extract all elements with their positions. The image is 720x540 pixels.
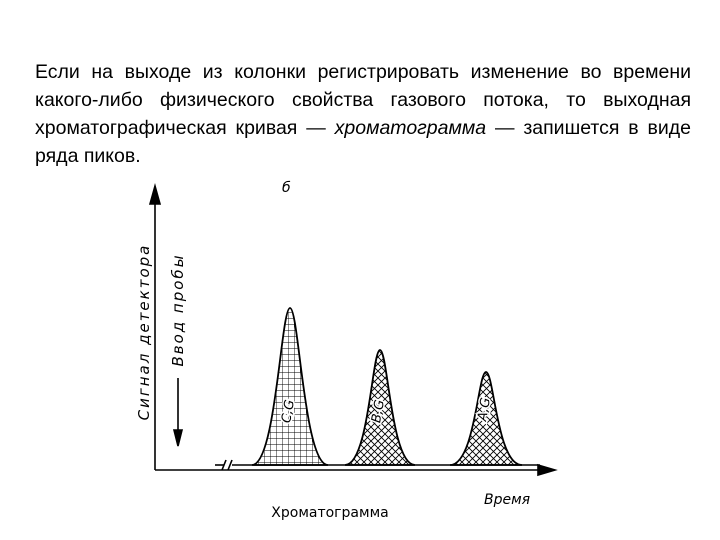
peaks [251,307,523,466]
peak-label: A,G [475,397,494,424]
y-axis-label: Сигнал детектора [135,244,153,421]
peak-label: C,G [279,399,298,425]
peak [344,349,416,466]
text: — запишется в виде ряда пиков. [35,117,692,167]
text: Если на выходе из колонки регистрировать… [35,61,691,139]
emphasis: хроматограмма [334,117,487,139]
peak [449,371,523,466]
peak [251,307,329,466]
injection-label: Ввод пробы [169,253,187,366]
peak-label: B,G [369,399,388,424]
panel-label: б [282,180,291,196]
x-axis-label: Время [484,492,530,508]
caption: Хроматограмма [271,505,388,521]
paragraph: Если на выходе из колонки регистрировать… [35,58,691,170]
